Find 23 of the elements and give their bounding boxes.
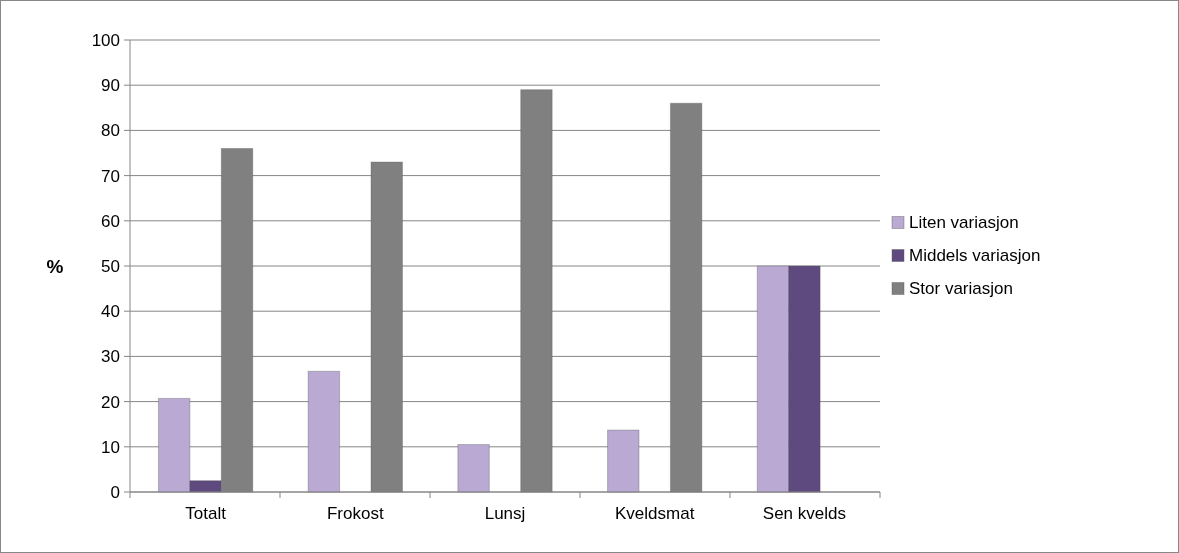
y-tick-label: 50 [101, 256, 120, 276]
y-axis-title: % [46, 255, 64, 277]
legend-label: Middels variasjon [909, 246, 1041, 266]
y-tick-label: 0 [110, 482, 120, 502]
y-tick-label: 30 [101, 347, 120, 367]
y-tick-label: 100 [91, 30, 120, 50]
legend-label: Liten variasjon [909, 213, 1019, 233]
x-tick-label: Frokost [326, 504, 384, 523]
bar [457, 444, 490, 493]
y-tick-label: 10 [101, 437, 120, 457]
y-tick-label: 60 [101, 211, 120, 231]
x-tick-label: Sen kvelds [762, 504, 846, 523]
y-tick-label: 70 [101, 166, 120, 186]
y-tick-label: 20 [101, 392, 120, 412]
y-tick-label: 80 [101, 121, 120, 141]
x-tick-label: Lunsj [484, 504, 526, 523]
bar [607, 429, 640, 493]
x-tick-label: Kveldsmat [615, 504, 695, 523]
y-tick-label: 90 [101, 76, 120, 96]
bar [307, 370, 341, 493]
y-tick-label: 40 [101, 302, 120, 322]
x-tick-label: Totalt [185, 504, 227, 523]
legend-label: Stor variasjon [909, 279, 1013, 299]
